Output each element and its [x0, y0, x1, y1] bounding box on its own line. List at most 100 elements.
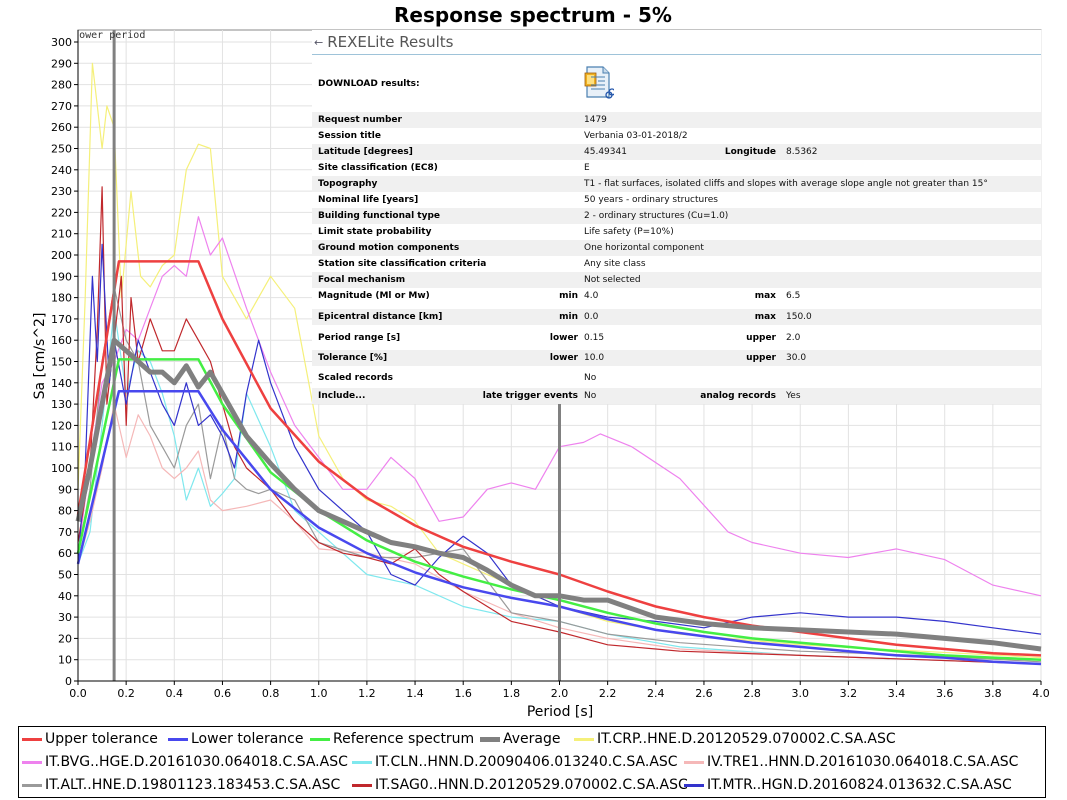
result-row-label: Include... [318, 391, 366, 401]
y-tick-label: 200 [51, 249, 72, 262]
legend-item: IT.ALT..HNE.D.19801123.183453.C.SA.ASC [22, 775, 340, 795]
y-tick-label: 260 [51, 121, 72, 134]
result-row: Session title Verbania 03-01-2018/2 [312, 128, 1041, 144]
result-row-label: Focal mechanism [318, 275, 406, 285]
y-tick-label: 120 [51, 419, 72, 432]
legend-item: IT.SAG0..HNN.D.20120529.070002.C.SA.ASC [352, 775, 688, 795]
y-tick-label: 160 [51, 334, 72, 347]
result-row-value-secondary: 8.5362 [786, 147, 818, 157]
period-marker-label: ower period [79, 30, 145, 41]
result-row: Nominal life [years] 50 years - ordinary … [312, 192, 1041, 208]
collapse-arrow-icon[interactable]: ← [314, 35, 324, 49]
y-tick-label: 20 [58, 632, 72, 645]
result-row-value: No [584, 391, 597, 401]
legend-swatch [352, 783, 372, 787]
result-row-value-secondary: 30.0 [786, 353, 807, 363]
y-tick-label: 110 [51, 441, 72, 454]
result-row-value: Life safety (P=10%) [584, 227, 674, 237]
legend-label: IV.TRE1..HNN.D.20161030.064018.C.SA.ASC [707, 754, 1019, 770]
result-row: Topography T1 - flat surfaces, isolated c… [312, 176, 1041, 192]
result-row-label: Site classification (EC8) [318, 163, 438, 173]
result-row-label: Station site classification criteria [318, 259, 487, 269]
result-row-value: T1 - flat surfaces, isolated cliffs and … [584, 179, 988, 189]
result-row-value: E [584, 163, 590, 173]
result-row-value: 10.0 [584, 353, 605, 363]
result-row-sublabel-secondary: analog records [700, 391, 776, 401]
result-row-value: 50 years - ordinary structures [584, 195, 718, 205]
result-row-sublabel: late trigger events [482, 391, 578, 401]
result-row-label: Epicentral distance [km] [318, 312, 443, 322]
y-tick-label: 150 [51, 356, 72, 369]
x-tick-label: 2.6 [695, 687, 713, 700]
y-tick-label: 40 [58, 590, 72, 603]
legend-swatch [574, 737, 594, 741]
series-line-average [75, 337, 1042, 652]
legend-item: Reference spectrum [310, 729, 474, 749]
result-row: Site classification (EC8) E [312, 160, 1041, 176]
legend-swatch [684, 760, 704, 764]
legend-label: Reference spectrum [333, 731, 475, 747]
x-tick-label: 1.6 [454, 687, 472, 700]
result-row-label: Request number [318, 115, 402, 125]
legend-item: IT.BVG..HGE.D.20161030.064018.C.SA.ASC [22, 752, 348, 772]
result-row-sublabel: min [559, 312, 578, 322]
result-row: Magnitude (Ml or Mw) min 4.0 max 6.5 [312, 288, 1041, 304]
legend-label: Average [503, 731, 561, 747]
result-row-sublabel: lower [549, 353, 578, 363]
y-tick-label: 280 [51, 79, 72, 92]
x-tick-label: 0.8 [262, 687, 280, 700]
panel-title: REXELite Results [327, 33, 454, 51]
y-tick-label: 210 [51, 228, 72, 241]
panel-header: ← REXELite Results [312, 30, 1041, 55]
x-tick-label: 1.8 [503, 687, 521, 700]
result-row-value: Verbania 03-01-2018/2 [584, 131, 688, 141]
result-row: Scaled records No [312, 370, 1041, 386]
download-file-icon[interactable] [584, 65, 614, 101]
y-tick-label: 30 [58, 611, 72, 624]
result-row-label: Ground motion components [318, 243, 460, 253]
legend-swatch [168, 737, 188, 741]
result-row-label: Tolerance [%] [318, 353, 388, 363]
result-row-sublabel: min [559, 291, 578, 301]
y-tick-label: 0 [65, 675, 72, 688]
legend-frame [18, 726, 1046, 798]
legend-swatch [22, 783, 42, 787]
x-tick-label: 3.6 [936, 687, 954, 700]
x-tick-label: 3.4 [888, 687, 906, 700]
y-tick-label: 190 [51, 270, 72, 283]
chart-title: Response spectrum - 5% [394, 3, 672, 27]
y-tick-label: 60 [58, 547, 72, 560]
legend-label: IT.CLN..HNN.D.20090406.013240.C.SA.ASC [375, 754, 678, 770]
y-tick-label: 300 [51, 36, 72, 49]
legend-item: IT.CLN..HNN.D.20090406.013240.C.SA.ASC [352, 752, 678, 772]
legend-label: IT.ALT..HNE.D.19801123.183453.C.SA.ASC [45, 777, 341, 793]
x-tick-label: 0.0 [69, 687, 87, 700]
legend-label: IT.BVG..HGE.D.20161030.064018.C.SA.ASC [45, 754, 348, 770]
x-tick-label: 2.2 [599, 687, 617, 700]
y-tick-label: 290 [51, 57, 72, 70]
result-row: Station site classification criteria Any … [312, 256, 1041, 272]
legend-label: IT.SAG0..HNN.D.20120529.070002.C.SA.ASC [375, 777, 688, 793]
legend-item: IT.CRP..HNE.D.20120529.070002.C.SA.ASC [574, 729, 896, 749]
result-row-label: Magnitude (Ml or Mw) [318, 291, 430, 301]
y-tick-label: 250 [51, 143, 72, 156]
result-row: Latitude [degrees] 45.49341 Longitude 8.536… [312, 144, 1041, 160]
result-row-value: 45.49341 [584, 147, 627, 157]
result-row: Tolerance [%] lower 10.0 upper 30.0 [312, 350, 1041, 366]
x-tick-label: 1.2 [358, 687, 376, 700]
x-tick-label: 0.6 [214, 687, 232, 700]
result-row-value: 4.0 [584, 291, 599, 301]
series-line-it-alt-hne-d-19801123-183453-c-sa-asc [77, 286, 1042, 663]
y-tick-label: 170 [51, 313, 72, 326]
y-tick-label: 130 [51, 398, 72, 411]
result-row-label: Nominal life [years] [318, 195, 419, 205]
result-row-value: 0.15 [584, 333, 605, 343]
legend-label: IT.MTR..HGN.D.20160824.013632.C.SA.ASC [707, 777, 1012, 793]
result-row-label: Topography [318, 179, 378, 189]
result-row-value-secondary: 150.0 [786, 312, 812, 322]
result-row-label: Latitude [degrees] [318, 147, 413, 157]
legend-swatch [310, 737, 330, 741]
x-axis-title: Period [s] [527, 704, 593, 720]
result-row-sublabel-secondary: upper [746, 333, 776, 343]
x-tick-label: 2.0 [551, 687, 569, 700]
